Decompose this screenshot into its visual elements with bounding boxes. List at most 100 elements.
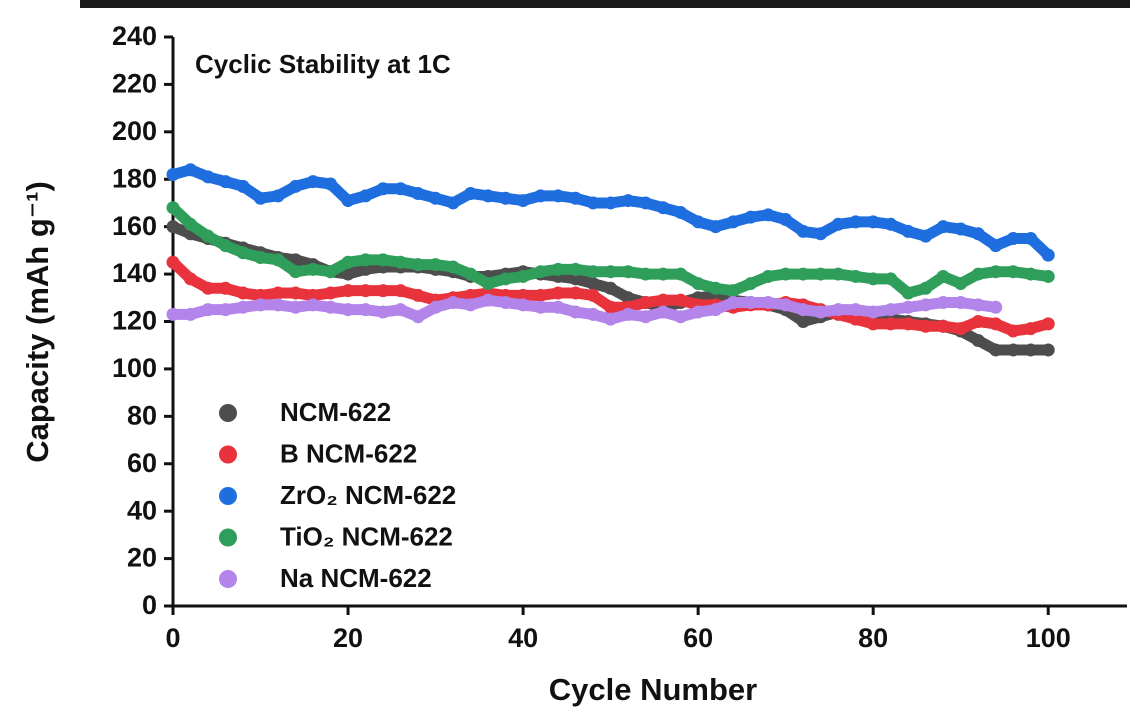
data-point [376,284,390,298]
data-point [1041,343,1055,357]
data-point [779,213,793,227]
data-point [464,267,478,281]
data-point [166,220,180,234]
data-point [446,296,460,310]
data-point [236,286,250,300]
data-point [271,286,285,300]
data-point [866,317,880,331]
data-point [446,196,460,210]
data-point [551,189,565,203]
y-tick-label: 0 [142,590,157,620]
data-point [184,307,198,321]
legend-label: ZrO₂ NCM-622 [280,480,456,510]
data-point [166,307,180,321]
data-point [971,333,985,347]
data-point [184,163,198,177]
data-point [411,288,425,302]
data-point [989,300,1003,314]
data-point [376,305,390,319]
data-point [306,175,320,189]
data-point [534,288,548,302]
data-point [516,298,530,312]
data-point [674,267,688,281]
series-line [167,164,1054,261]
data-point [814,267,828,281]
data-point [166,168,180,182]
data-point [779,298,793,312]
data-point [324,286,338,300]
x-axis-title: Cycle Number [549,672,757,707]
data-point [674,205,688,219]
data-point [324,177,338,191]
image-strip [80,0,1130,8]
data-point [569,191,583,205]
data-point [201,229,215,243]
data-point [289,300,303,314]
data-point [1006,265,1020,279]
data-point [219,281,233,295]
data-point [586,196,600,210]
legend-label: TiO₂ NCM-622 [280,521,453,551]
y-tick-label: 160 [112,211,157,241]
data-point [481,293,495,307]
x-tick-label: 100 [1026,623,1071,653]
legend-marker [219,528,237,547]
data-point [429,300,443,314]
data-point [271,189,285,203]
data-point [814,305,828,319]
data-point [586,277,600,291]
data-point [604,300,618,314]
data-point [656,267,670,281]
data-point [971,267,985,281]
data-point [219,303,233,317]
data-point [1006,232,1020,246]
legend-marker [219,404,237,422]
data-point [726,215,740,229]
data-point [971,227,985,241]
data-point [551,286,565,300]
data-point [236,246,250,260]
data-point [236,179,250,193]
data-point [586,307,600,321]
data-point [761,208,775,222]
data-point [516,269,530,283]
data-point [306,288,320,302]
series-line [167,202,1054,299]
data-point [884,317,898,331]
data-point [936,269,950,283]
y-tick-label: 20 [127,543,157,573]
data-point [901,317,915,331]
data-point [1024,343,1038,357]
data-point [429,191,443,205]
x-tick-label: 0 [165,623,180,653]
data-point [201,303,215,317]
data-point [411,186,425,200]
data-point [936,220,950,234]
data-point [989,239,1003,253]
data-point [621,265,635,279]
data-point [901,224,915,238]
data-point [341,284,355,298]
data-point [1024,322,1038,336]
data-point [849,312,863,326]
data-point [796,303,810,317]
data-point [166,255,180,269]
data-point [376,253,390,267]
data-point [919,281,933,295]
data-point [796,267,810,281]
data-point [219,175,233,189]
data-point [954,296,968,310]
data-point [569,262,583,276]
y-tick-label: 240 [112,21,157,51]
data-point [359,189,373,203]
data-point [866,272,880,286]
data-point [1041,269,1055,283]
data-point [341,255,355,269]
legend-label: B NCM-622 [280,438,417,468]
y-tick-label: 100 [112,353,157,383]
data-point [254,250,268,264]
data-point [359,253,373,267]
x-tick-label: 60 [683,623,713,653]
data-point [849,215,863,229]
data-point [621,307,635,321]
